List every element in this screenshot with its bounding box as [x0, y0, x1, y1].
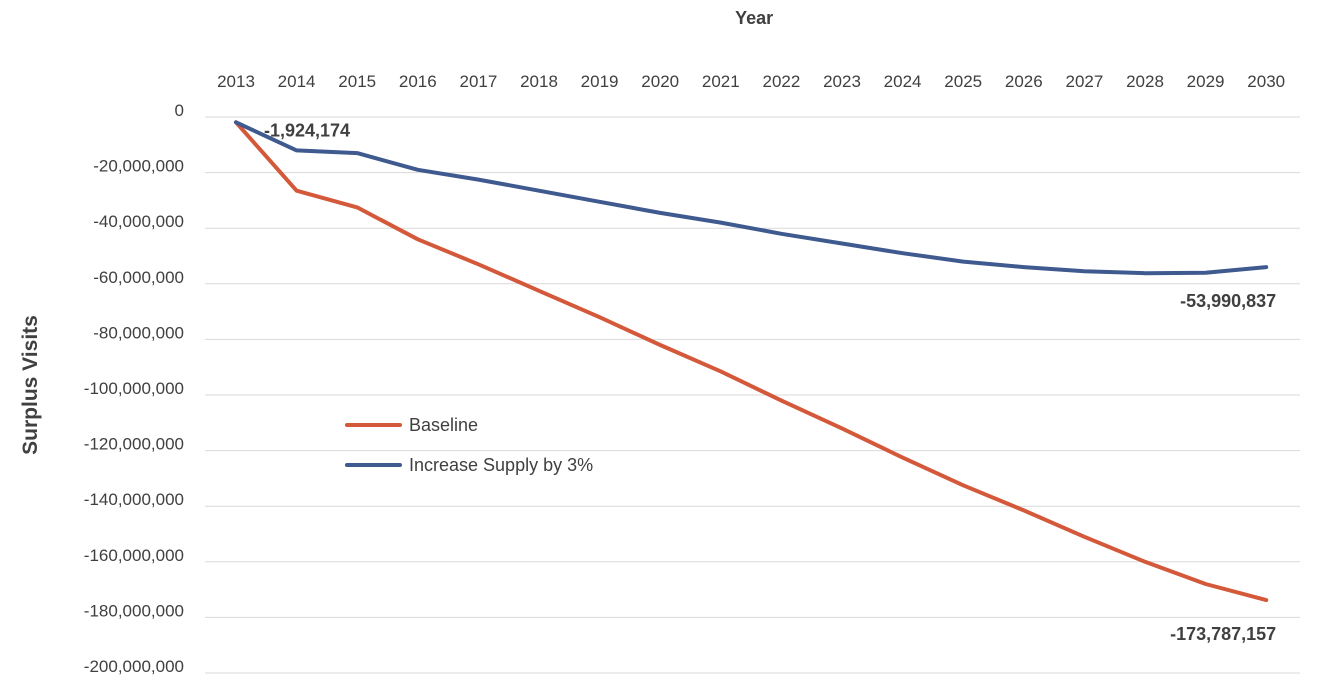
- x-tick-label: 2019: [581, 72, 619, 91]
- y-tick-label: -160,000,000: [84, 546, 184, 565]
- legend-label: Increase Supply by 3%: [409, 455, 593, 475]
- x-axis-title: Year: [735, 8, 773, 28]
- y-tick-label: -200,000,000: [84, 657, 184, 676]
- y-axis-ticks: 0 -20,000,000 -40,000,000 -60,000,000 -80,00…: [84, 101, 184, 676]
- x-tick-label: 2024: [884, 72, 922, 91]
- baseline-series-line: [234, 120, 1269, 603]
- x-tick-label: 2028: [1126, 72, 1164, 91]
- y-tick-label: 0: [175, 101, 184, 120]
- data-label: -1,924,174: [264, 120, 350, 140]
- x-tick-label: 2026: [1005, 72, 1043, 91]
- gridlines: [205, 116, 1300, 674]
- legend-item: Increase Supply by 3%: [345, 455, 593, 475]
- x-tick-label: 2018: [520, 72, 558, 91]
- y-tick-label: -60,000,000: [93, 268, 184, 287]
- x-tick-label: 2013: [217, 72, 255, 91]
- x-tick-label: 2021: [702, 72, 740, 91]
- x-tick-label: 2023: [823, 72, 861, 91]
- x-tick-label: 2017: [459, 72, 497, 91]
- series-lines: [234, 120, 1269, 603]
- x-tick-label: 2020: [641, 72, 679, 91]
- x-tick-label: 2016: [399, 72, 437, 91]
- y-tick-label: -140,000,000: [84, 490, 184, 509]
- x-tick-label: 2014: [278, 72, 316, 91]
- legend-label: Baseline: [409, 415, 478, 435]
- x-tick-label: 2025: [944, 72, 982, 91]
- y-axis-title: Surplus Visits: [19, 315, 42, 455]
- y-tick-label: -180,000,000: [84, 601, 184, 620]
- y-tick-label: -80,000,000: [93, 323, 184, 342]
- x-tick-label: 2027: [1065, 72, 1103, 91]
- data-label: -173,787,157: [1170, 624, 1276, 644]
- y-tick-label: -120,000,000: [84, 435, 184, 454]
- x-axis-ticks: 2013 2014 2015 2016 2017 2018 2019 2020 2021 2022…: [217, 72, 1285, 91]
- y-tick-label: -20,000,000: [93, 157, 184, 176]
- y-tick-label: -100,000,000: [84, 379, 184, 398]
- increase-supply-series-line: [234, 120, 1269, 276]
- data-labels: -1,924,174 -53,990,837 -173,787,157: [264, 120, 1276, 644]
- legend-item: Baseline: [345, 415, 478, 435]
- legend: Baseline Increase Supply by 3%: [345, 415, 593, 475]
- data-label: -53,990,837: [1180, 291, 1276, 311]
- x-tick-label: 2022: [762, 72, 800, 91]
- x-tick-label: 2030: [1247, 72, 1285, 91]
- x-tick-label: 2029: [1187, 72, 1225, 91]
- y-tick-label: -40,000,000: [93, 212, 184, 231]
- x-tick-label: 2015: [338, 72, 376, 91]
